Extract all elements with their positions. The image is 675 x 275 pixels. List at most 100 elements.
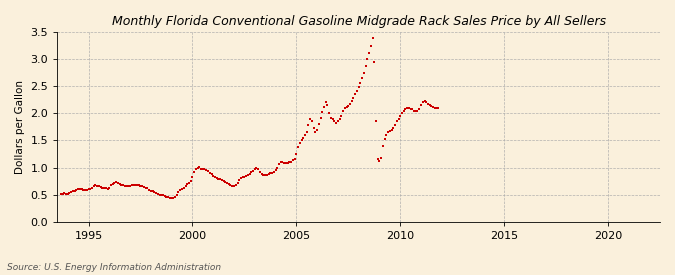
- Point: [95, 185, 106, 189]
- Point: [286, 159, 296, 164]
- Point: [431, 106, 442, 110]
- Point: [194, 165, 205, 169]
- Y-axis label: Dollars per Gallon: Dollars per Gallon: [15, 80, 25, 174]
- Point: [80, 188, 90, 192]
- Point: [342, 104, 352, 109]
- Point: [113, 180, 124, 185]
- Point: [134, 183, 144, 188]
- Point: [86, 185, 97, 190]
- Point: [357, 76, 368, 80]
- Point: [407, 107, 418, 112]
- Point: [202, 169, 213, 174]
- Point: [62, 191, 73, 196]
- Point: [310, 130, 321, 134]
- Point: [232, 180, 243, 185]
- Point: [217, 178, 227, 182]
- Point: [405, 107, 416, 111]
- Point: [324, 111, 335, 116]
- Point: [298, 136, 308, 140]
- Point: [149, 190, 160, 195]
- Point: [177, 186, 188, 191]
- Point: [178, 185, 189, 190]
- Point: [137, 184, 148, 189]
- Point: [74, 187, 85, 191]
- Point: [308, 126, 319, 131]
- Point: [254, 170, 265, 174]
- Point: [201, 168, 212, 172]
- Point: [154, 192, 165, 197]
- Point: [109, 180, 120, 185]
- Point: [284, 160, 295, 164]
- Point: [426, 103, 437, 108]
- Point: [128, 183, 139, 188]
- Point: [197, 167, 208, 171]
- Point: [315, 116, 326, 120]
- Point: [325, 116, 336, 120]
- Point: [336, 114, 347, 118]
- Point: [209, 175, 220, 180]
- Point: [272, 165, 283, 170]
- Point: [230, 183, 241, 188]
- Point: [192, 165, 203, 170]
- Point: [101, 186, 111, 190]
- Point: [138, 185, 149, 189]
- Point: [145, 189, 156, 193]
- Point: [275, 160, 286, 164]
- Point: [180, 184, 191, 188]
- Point: [290, 157, 300, 162]
- Point: [168, 196, 179, 200]
- Point: [105, 183, 116, 188]
- Point: [97, 186, 108, 190]
- Point: [69, 189, 80, 193]
- Point: [102, 186, 113, 191]
- Point: [114, 182, 125, 186]
- Point: [389, 123, 400, 127]
- Point: [331, 121, 342, 125]
- Point: [186, 179, 196, 183]
- Point: [196, 166, 207, 171]
- Point: [73, 187, 84, 191]
- Point: [294, 141, 305, 145]
- Point: [433, 106, 443, 110]
- Point: [236, 176, 246, 180]
- Point: [135, 184, 146, 188]
- Point: [374, 159, 385, 163]
- Point: [261, 172, 272, 177]
- Point: [305, 117, 316, 121]
- Point: [248, 169, 259, 174]
- Point: [140, 185, 151, 190]
- Point: [371, 119, 381, 123]
- Point: [400, 107, 411, 111]
- Point: [296, 138, 307, 143]
- Point: [373, 157, 383, 162]
- Point: [340, 106, 350, 110]
- Point: [211, 176, 222, 181]
- Point: [404, 106, 414, 110]
- Point: [240, 174, 251, 178]
- Point: [83, 187, 94, 191]
- Point: [322, 103, 333, 107]
- Point: [218, 179, 229, 183]
- Point: [379, 137, 390, 142]
- Point: [94, 184, 105, 189]
- Point: [82, 188, 92, 192]
- Point: [125, 184, 136, 188]
- Point: [208, 174, 219, 178]
- Point: [184, 180, 194, 185]
- Point: [111, 180, 122, 184]
- Point: [76, 187, 87, 191]
- Point: [312, 127, 323, 132]
- Point: [215, 177, 225, 182]
- Point: [221, 181, 232, 185]
- Point: [199, 167, 210, 171]
- Point: [388, 126, 399, 131]
- Point: [383, 130, 394, 134]
- Point: [104, 185, 115, 190]
- Point: [171, 192, 182, 197]
- Point: [213, 177, 224, 181]
- Point: [282, 160, 293, 165]
- Point: [142, 186, 153, 190]
- Point: [153, 192, 163, 196]
- Point: [85, 186, 96, 191]
- Point: [175, 188, 186, 192]
